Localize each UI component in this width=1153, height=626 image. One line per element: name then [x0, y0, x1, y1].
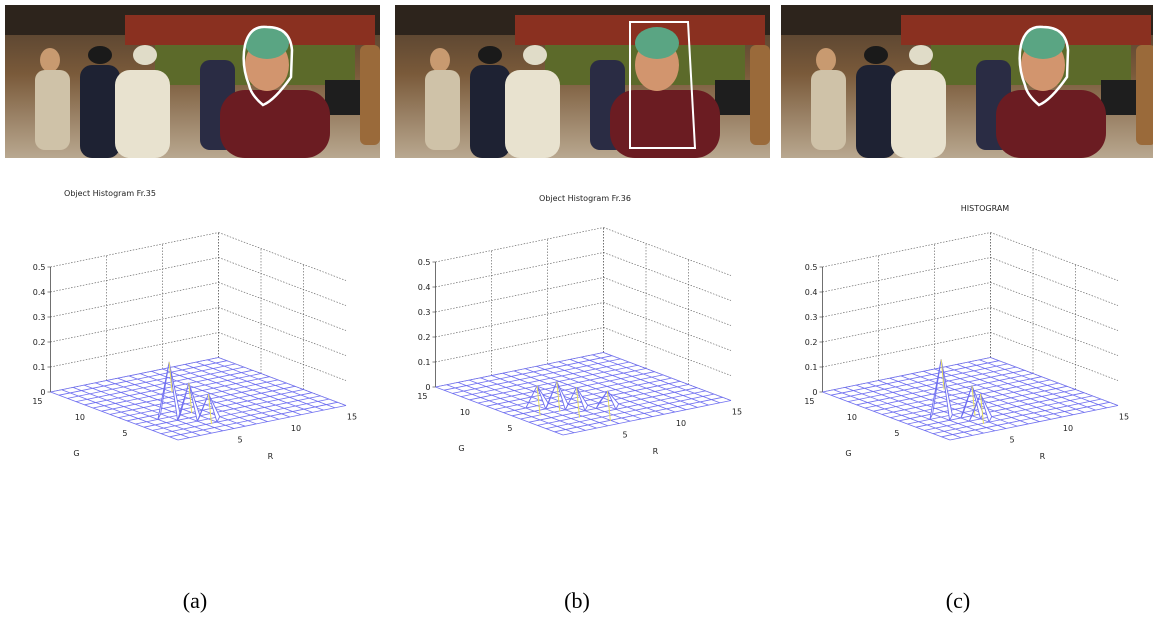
r-tick-label: 15	[347, 413, 357, 422]
g-tick-label: 10	[75, 413, 85, 422]
z-tick-label: 0.3	[418, 308, 431, 317]
grid-line	[219, 308, 347, 356]
z-tick-label: 0.5	[805, 263, 818, 272]
g-tick-label: 5	[894, 429, 899, 438]
grid-line	[823, 233, 991, 268]
z-tick-label: 0	[40, 388, 45, 397]
grid-line	[436, 278, 604, 313]
photo-a	[5, 5, 380, 158]
figure-caption: (c)	[946, 588, 970, 613]
grid-line	[219, 283, 347, 331]
g-tick-label: 5	[507, 424, 512, 433]
grid-line	[991, 233, 1119, 281]
r-axis-label: R	[1040, 452, 1046, 461]
grid-line	[823, 308, 991, 343]
histogram-peak	[930, 360, 952, 421]
grid-line	[436, 328, 604, 363]
r-tick-label: 5	[1009, 436, 1014, 445]
r-tick-label: 5	[622, 431, 627, 440]
z-tick-label: 0.4	[805, 288, 818, 297]
g-axis-label: G	[845, 449, 851, 458]
plot-title: Object Histogram Fr.35	[64, 189, 156, 198]
grid-line	[51, 258, 219, 293]
r-tick-label: 15	[1119, 413, 1129, 422]
grid-line	[823, 333, 991, 368]
g-tick-label: 10	[847, 413, 857, 422]
z-tick-label: 0.4	[33, 288, 46, 297]
z-tick-label: 0.2	[805, 338, 818, 347]
grid-line	[51, 308, 219, 343]
grid-line	[604, 253, 732, 301]
r-tick-label: 10	[1063, 424, 1073, 433]
r-tick-label: 10	[291, 424, 301, 433]
z-tick-label: 0.1	[33, 363, 46, 372]
z-tick-label: 0.2	[33, 338, 46, 347]
plot-title: Object Histogram Fr.36	[539, 194, 631, 203]
grid-line	[604, 303, 732, 351]
g-tick-label: 5	[122, 429, 127, 438]
grid-line	[991, 308, 1119, 356]
grid-line	[436, 303, 604, 338]
grid-line	[604, 278, 732, 326]
grid-line	[823, 283, 991, 318]
z-tick-label: 0.4	[418, 283, 431, 292]
grid-line	[219, 258, 347, 306]
r-axis-label: R	[268, 452, 274, 461]
z-tick-label: 0	[812, 388, 817, 397]
g-tick-label: 15	[32, 397, 42, 406]
g-tick-label: 15	[804, 397, 814, 406]
grid-line	[436, 253, 604, 288]
histogram-plot: 0 0.1 0.2 0.3 0.4 0.5 5 10 15 5 10 15 Object Histogr…	[417, 194, 742, 613]
grid-line	[436, 228, 604, 263]
histogram-plot: 0 0.1 0.2 0.3 0.4 0.5 5 10 15 5 10 15 HISTOGRAM G R (c)	[804, 204, 1129, 613]
grid-line	[991, 283, 1119, 331]
figure-caption: (b)	[564, 588, 590, 613]
z-tick-label: 0.5	[418, 258, 431, 267]
plot-title: HISTOGRAM	[961, 204, 1010, 213]
z-tick-label: 0.3	[805, 313, 818, 322]
grid-line	[991, 258, 1119, 306]
grid-line	[51, 333, 219, 368]
r-axis-label: R	[653, 447, 659, 456]
grid-line	[823, 258, 991, 293]
figure-caption: (a)	[183, 588, 207, 613]
grid-line	[219, 233, 347, 281]
g-tick-label: 10	[460, 408, 470, 417]
g-axis-label: G	[73, 449, 79, 458]
r-tick-label: 5	[237, 436, 242, 445]
r-tick-label: 10	[676, 419, 686, 428]
photo-c	[781, 5, 1153, 158]
z-tick-label: 0.1	[805, 363, 818, 372]
g-tick-label: 15	[417, 392, 427, 401]
histogram-plot: 0 0.1 0.2 0.3 0.4 0.5 5 10 15 5 10 15 Object Histogr…	[32, 189, 357, 613]
z-tick-label: 0.2	[418, 333, 431, 342]
grid-line	[51, 283, 219, 318]
z-tick-label: 0	[425, 383, 430, 392]
z-tick-label: 0.5	[33, 263, 46, 272]
g-axis-label: G	[458, 444, 464, 453]
figure: 0 0.1 0.2 0.3 0.4 0.5 5 10 15 5 10 15 Object Histogr…	[0, 0, 1153, 621]
grid-line	[604, 228, 732, 276]
r-tick-label: 15	[732, 408, 742, 417]
z-tick-label: 0.3	[33, 313, 46, 322]
z-tick-label: 0.1	[418, 358, 431, 367]
grid-line	[51, 233, 219, 268]
photo-b	[395, 5, 770, 158]
